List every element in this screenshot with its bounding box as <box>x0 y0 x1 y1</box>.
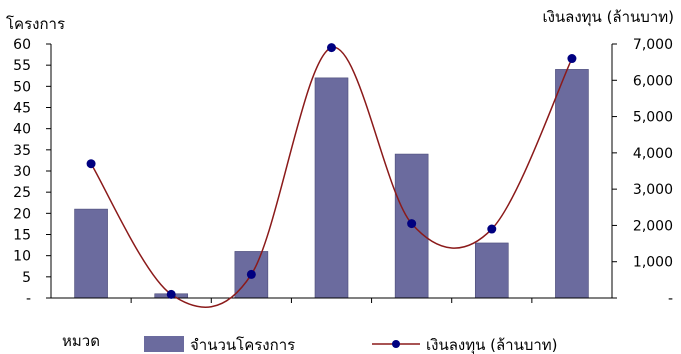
right-tick-label: 4,000 <box>633 146 673 162</box>
right-tick-label: 7,000 <box>633 37 673 53</box>
right-tick-label: 6,000 <box>633 73 673 89</box>
legend-label-projects: จำนวนโครงการ <box>190 336 295 354</box>
legend-marker-investment <box>392 340 400 348</box>
right-tick-label: 2,000 <box>633 218 673 234</box>
investment-point-7 <box>567 54 577 64</box>
axes: - 5 10 15 20 25 30 35 40 45 50 55 60 - 1,000 2,000 3,000… <box>13 37 673 307</box>
left-tick-label: 35 <box>13 143 31 159</box>
left-tick-label: 60 <box>13 37 31 53</box>
right-tick-label: 1,000 <box>633 255 673 271</box>
x-axis-title: หมวด <box>62 332 100 350</box>
left-tick-label: 5 <box>22 270 31 286</box>
legend: หมวด จำนวนโครงการ เงินลงทุน (ล้านบาท) <box>62 332 558 354</box>
bar-6 <box>474 242 509 299</box>
left-axis-title: โครงการ <box>6 15 65 33</box>
investment-point-1 <box>86 159 96 169</box>
investment-point-2 <box>166 289 176 299</box>
legend-swatch-projects <box>144 336 184 352</box>
left-tick-label: 30 <box>13 164 31 180</box>
left-tick-label: 25 <box>13 185 31 201</box>
bar-4 <box>314 77 349 299</box>
investment-point-4 <box>327 43 336 53</box>
left-tick-label: 40 <box>13 122 31 138</box>
investment-point-5 <box>407 219 417 229</box>
left-tick-label: 15 <box>13 228 31 244</box>
left-tick-label: - <box>26 291 31 307</box>
bar-series <box>74 69 589 299</box>
investment-point-6 <box>487 224 497 234</box>
left-tick-label: 50 <box>13 79 31 95</box>
investment-point-3 <box>246 269 256 279</box>
right-tick-label: 3,000 <box>633 182 673 198</box>
bar-1 <box>74 208 108 299</box>
left-tick-label: 10 <box>13 249 31 265</box>
right-axis-title: เงินลงทุน (ล้านบาท) <box>542 8 674 27</box>
right-tick-label: 5,000 <box>633 110 673 126</box>
left-tick-label: 45 <box>13 101 31 117</box>
right-tick-label: - <box>668 291 673 307</box>
left-tick-label: 55 <box>13 58 31 74</box>
legend-label-investment: เงินลงทุน (ล้านบาท) <box>426 336 558 354</box>
line-series <box>86 43 577 308</box>
bar-7 <box>555 69 589 299</box>
left-tick-label: 20 <box>13 206 31 222</box>
